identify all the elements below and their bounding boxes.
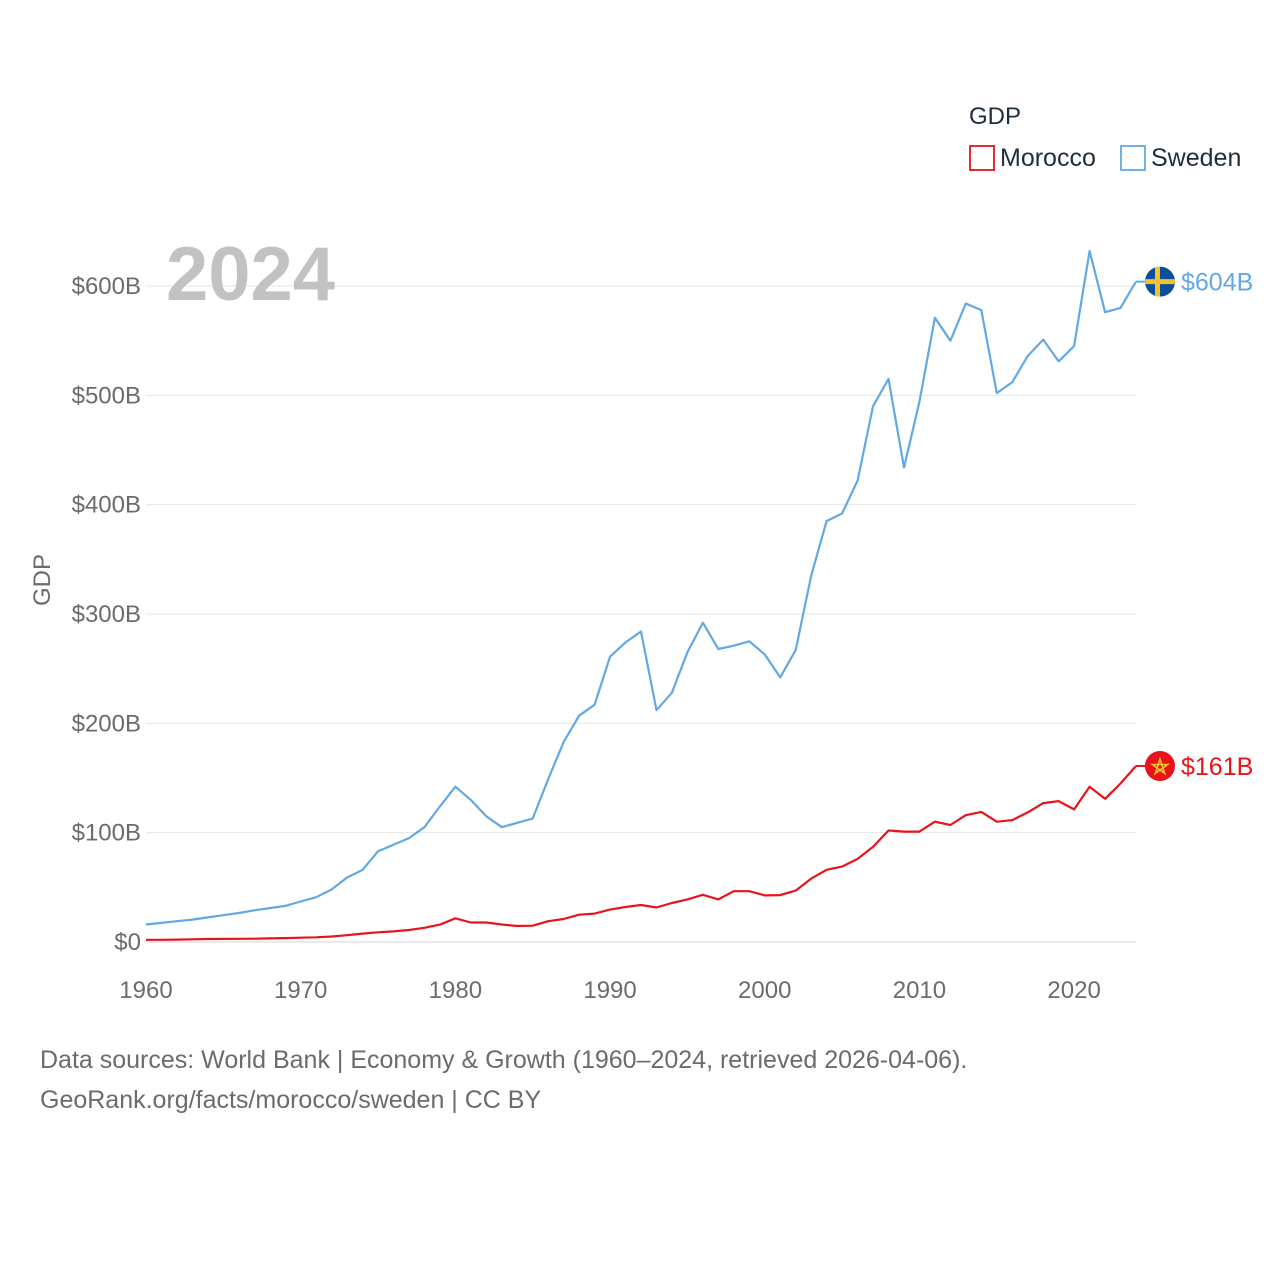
y-tick-label: $400B bbox=[72, 492, 141, 519]
sweden-flag-icon bbox=[1145, 266, 1175, 297]
legend-item-morocco[interactable]: Morocco bbox=[969, 144, 1096, 172]
x-tick-label: 1970 bbox=[274, 977, 327, 1004]
legend-title: GDP bbox=[969, 103, 1021, 130]
source-note: Data sources: World Bank | Economy & Gro… bbox=[40, 1040, 967, 1120]
x-tick-label: 1990 bbox=[583, 977, 636, 1004]
legend-item-sweden[interactable]: Sweden bbox=[1120, 144, 1241, 172]
gridlines bbox=[146, 285, 1136, 943]
end-markers: $161B $604B bbox=[1136, 266, 1253, 781]
legend-swatch bbox=[969, 145, 995, 171]
x-tick-label: 1960 bbox=[119, 977, 172, 1004]
source-line: Data sources: World Bank | Economy & Gro… bbox=[40, 1046, 968, 1074]
y-tick-label: $500B bbox=[72, 382, 141, 409]
x-axis-ticks: 1960 1970 1980 1990 2000 2010 2020 bbox=[119, 977, 1101, 1004]
morocco-flag-icon bbox=[1145, 750, 1175, 781]
end-value-label-sweden: $604B bbox=[1181, 269, 1253, 297]
legend-label: Morocco bbox=[1000, 144, 1096, 172]
y-tick-label: $600B bbox=[72, 273, 141, 300]
x-tick-label: 2000 bbox=[738, 977, 791, 1004]
x-tick-label: 2010 bbox=[893, 977, 946, 1004]
legend-swatch bbox=[1120, 145, 1146, 171]
series-line-sweden bbox=[145, 249, 1137, 926]
end-value-label-morocco: $161B bbox=[1181, 753, 1253, 781]
url-line: GeoRank.org/facts/morocco/sweden | CC BY bbox=[40, 1086, 542, 1114]
series-lines bbox=[145, 249, 1137, 941]
y-tick-label: $0 bbox=[114, 929, 141, 956]
y-tick-label: $300B bbox=[72, 601, 141, 628]
legend: GDP Morocco Sweden bbox=[969, 103, 1241, 172]
y-axis-title: GDP bbox=[29, 554, 56, 606]
year-label: 2024 bbox=[166, 232, 335, 317]
legend-label: Sweden bbox=[1151, 144, 1241, 172]
x-tick-label: 2020 bbox=[1047, 977, 1100, 1004]
y-tick-label: $200B bbox=[72, 710, 141, 737]
series-line-morocco bbox=[146, 765, 1137, 941]
y-tick-label: $100B bbox=[72, 820, 141, 847]
x-tick-label: 1980 bbox=[429, 977, 482, 1004]
y-axis-ticks: $0 $100B $200B $300B $400B $500B $600B bbox=[72, 273, 141, 956]
